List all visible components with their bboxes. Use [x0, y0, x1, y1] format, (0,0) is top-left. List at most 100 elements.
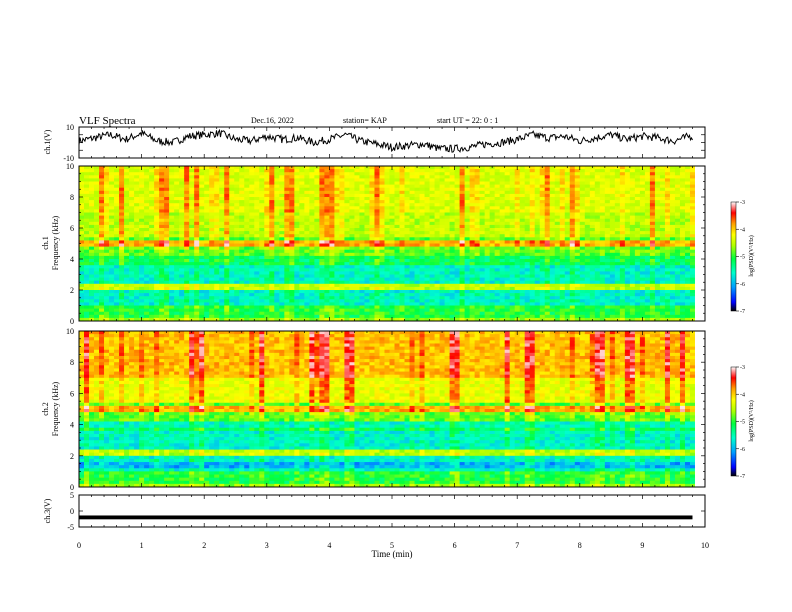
spectrogram-cell — [399, 302, 405, 306]
spectrogram-cell — [539, 290, 546, 294]
spectrogram-cell — [479, 259, 486, 263]
spectrogram-cell — [84, 190, 90, 195]
spectrogram-cell — [114, 184, 120, 189]
spectrogram-cell — [459, 166, 466, 170]
spectrogram-cell — [209, 175, 215, 179]
spectrogram-cell — [199, 299, 205, 303]
spectrogram-cell — [274, 302, 280, 306]
spectrogram-cell — [479, 224, 486, 229]
spectrogram-cell — [424, 252, 430, 257]
spectrogram-cell — [89, 314, 95, 319]
spectrogram-cell — [359, 206, 365, 210]
spectrogram-cell — [234, 169, 240, 173]
spectrogram-cell — [154, 265, 160, 269]
spectrogram-cell — [169, 172, 175, 176]
spectrogram-cell — [304, 234, 310, 238]
spectrogram-cell — [494, 224, 501, 229]
spectrogram-cell — [144, 262, 150, 266]
spectrogram-cell — [224, 283, 230, 288]
spectrogram-cell — [414, 302, 420, 306]
spectrogram-cell — [199, 212, 205, 216]
spectrogram-cell — [224, 240, 230, 244]
spectrogram-cell — [184, 299, 190, 303]
spectrogram-cell — [279, 184, 285, 189]
spectrogram-cell — [154, 203, 160, 207]
spectrogram-cell — [234, 268, 240, 272]
spectrogram-cell — [174, 305, 180, 309]
spectrogram-cell — [374, 274, 380, 278]
spectrogram-cell — [304, 184, 310, 189]
spectrogram-cell — [539, 255, 546, 260]
spectrogram-cell — [454, 218, 461, 223]
spectrogram-cell — [274, 311, 280, 316]
spectrogram-cell — [149, 308, 155, 313]
spectrogram-cell — [129, 311, 135, 316]
spectrogram-cell — [224, 237, 230, 241]
spectrogram-cell — [304, 262, 310, 266]
spectrogram-cell — [474, 240, 481, 244]
spectrogram-cell — [204, 246, 210, 251]
spectrogram-cell — [554, 169, 561, 173]
spectrogram-cell — [134, 246, 140, 251]
spectrogram-cell — [144, 209, 150, 213]
spectrogram-cell — [404, 190, 410, 195]
spectrogram-cell — [414, 293, 420, 297]
spectrogram-cell — [419, 311, 425, 316]
spectrogram-cell — [534, 255, 541, 260]
spectrogram-cell — [144, 228, 150, 232]
spectrogram-cell — [514, 262, 521, 266]
spectrogram-cell — [484, 317, 491, 322]
spectrogram-cell — [434, 200, 440, 204]
spectrogram-cell — [389, 246, 395, 251]
spectrogram-cell — [204, 218, 210, 223]
spectrogram-cell — [359, 277, 365, 282]
spectrogram-cell — [264, 249, 270, 254]
spectrogram-cell — [469, 166, 476, 170]
spectrogram-cell — [529, 302, 536, 306]
spectrogram-cell — [479, 280, 486, 285]
spectrogram-cell — [139, 277, 145, 282]
spectrogram-cell — [204, 268, 210, 272]
spectrogram-cell — [344, 286, 350, 291]
spectrogram-cell — [434, 166, 440, 170]
spectrogram-cell — [259, 197, 265, 201]
spectrogram-cell — [124, 184, 130, 189]
spectrogram-cell — [114, 231, 120, 235]
spectrogram-cell — [99, 193, 105, 198]
spectrogram-cell — [84, 209, 90, 213]
spectrogram-cell — [134, 255, 140, 260]
spectrogram-cell — [439, 193, 445, 198]
spectrogram-cell — [209, 206, 215, 210]
spectrogram-cell — [169, 268, 175, 272]
spectrogram-cell — [144, 277, 150, 282]
spectrogram-cell — [294, 305, 300, 309]
spectrogram-cell — [309, 280, 315, 285]
spectrogram-cell — [94, 299, 100, 303]
spectrogram-cell — [549, 224, 556, 229]
spectrogram-cell — [194, 249, 200, 254]
spectrogram-cell — [344, 255, 350, 260]
spectrogram-cell — [294, 268, 300, 272]
spectrogram-cell — [79, 190, 85, 195]
spectrogram-cell — [419, 172, 425, 176]
spectrogram-cell — [129, 166, 135, 170]
spectrogram-cell — [89, 271, 95, 275]
spectrogram-cell — [94, 240, 100, 244]
spectrogram-cell — [334, 296, 340, 300]
spectrogram-cell — [274, 193, 280, 198]
spectrogram-cell — [384, 203, 390, 207]
spectrogram-cell — [244, 290, 250, 294]
spectrogram-cell — [204, 259, 210, 263]
spectrogram-cell — [384, 314, 390, 319]
spectrogram-cell — [169, 228, 175, 232]
spectrogram-cell — [84, 271, 90, 275]
spectrogram-cell — [169, 243, 175, 247]
spectrogram-cell — [194, 197, 200, 201]
spectrogram-cell — [524, 299, 531, 303]
spectrogram-cell — [499, 296, 506, 300]
spectrogram-cell — [129, 218, 135, 223]
spectrogram-cell — [484, 228, 491, 232]
spectrogram-cell — [479, 249, 486, 254]
spectrogram-cell — [464, 293, 471, 297]
spectrogram-cell — [394, 243, 400, 247]
